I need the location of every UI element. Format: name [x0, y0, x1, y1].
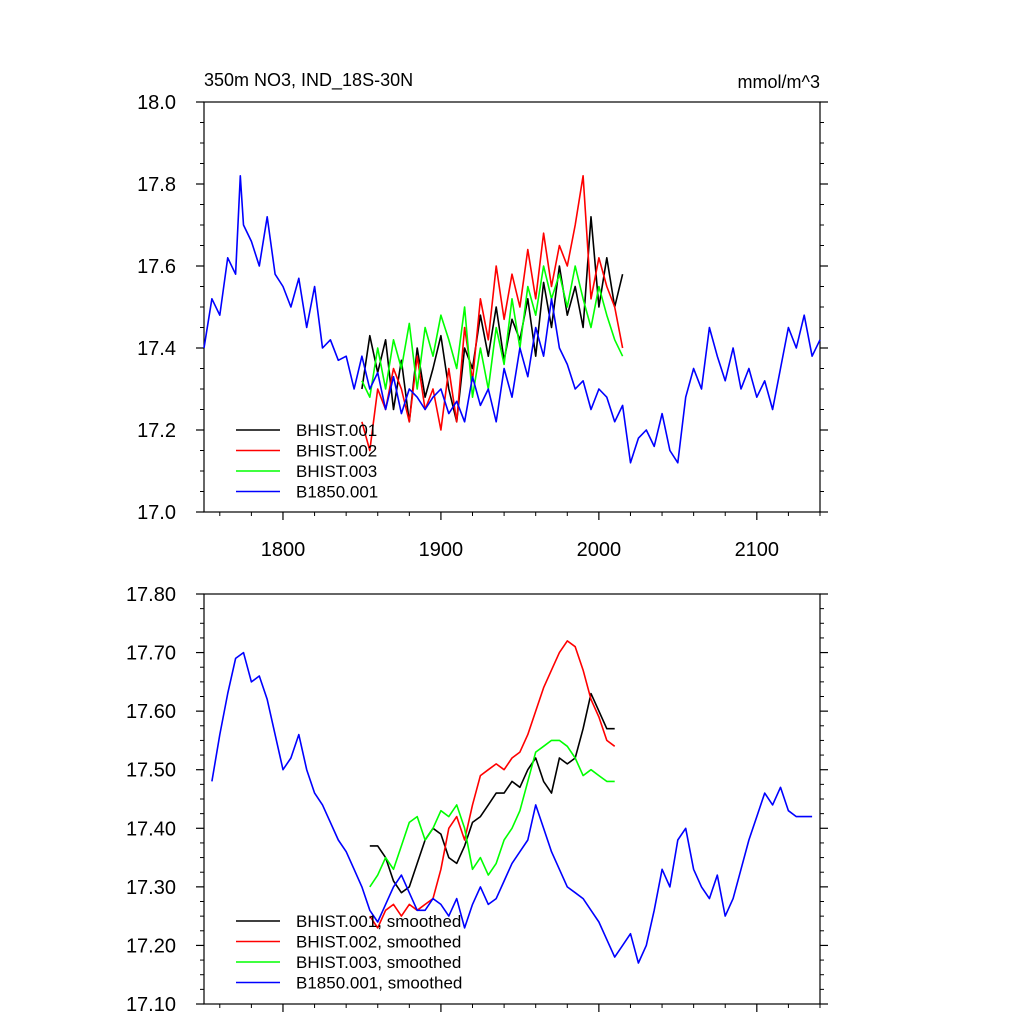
series-line-3 — [361, 265, 624, 399]
y-tick-label: 17.40 — [126, 818, 176, 840]
y-tick-label: 18.0 — [137, 92, 176, 114]
top-chart-panel: 350m NO3, IND_18S-30N mmol/m^3 17.0 17.2 1… — [137, 70, 828, 561]
x-tick-label: 2000 — [577, 539, 622, 561]
y-tick-label: 17.60 — [126, 701, 176, 723]
legend: BHIST.001, smoothed BHIST.002, smoothedBH… — [236, 912, 462, 993]
y-tick-label: 17.8 — [137, 174, 176, 196]
series-line-2 — [369, 640, 616, 929]
legend-label: B1850.001, smoothed — [296, 974, 462, 993]
chart-title-left: 350m NO3, IND_18S-30N — [204, 70, 413, 91]
y-tick-label: 17.6 — [137, 256, 176, 278]
legend-label: BHIST.003 — [296, 462, 377, 481]
y-tick-label: 17.2 — [137, 420, 176, 442]
y-tick-label: 17.80 — [126, 584, 176, 606]
y-tick-label: 17.70 — [126, 643, 176, 665]
series-line-1 — [369, 692, 615, 894]
series-line-4 — [203, 175, 821, 464]
y-tick-label: 17.20 — [126, 935, 176, 957]
series-line-4 — [211, 651, 813, 964]
x-tick-label: 1900 — [419, 539, 464, 561]
legend-label: BHIST.001, smoothed — [296, 912, 461, 931]
y-tick-label: 17.0 — [137, 502, 176, 524]
x-tick-label: 1800 — [261, 539, 306, 561]
bottom-chart-panel: 17.10 17.20 17.30 17.40 17.50 17.60 17.70 17.80… — [126, 584, 828, 1016]
legend-label: BHIST.002 — [296, 442, 377, 461]
y-tick-label: 17.30 — [126, 877, 176, 899]
chart-title-right: mmol/m^3 — [738, 72, 820, 92]
legend-label: BHIST.001 — [296, 421, 377, 440]
series-line-2 — [361, 175, 624, 452]
series-line-1 — [361, 216, 624, 423]
y-tick-label: 17.10 — [126, 994, 176, 1016]
y-tick-label: 17.50 — [126, 760, 176, 782]
y-tick-label: 17.4 — [137, 338, 176, 360]
legend-label: BHIST.002, smoothed — [296, 933, 461, 952]
series-line-3 — [369, 739, 615, 888]
x-tick-label: 2100 — [735, 539, 780, 561]
legend-label: B1850.001 — [296, 483, 378, 502]
legend-label: BHIST.003, smoothed — [296, 953, 461, 972]
